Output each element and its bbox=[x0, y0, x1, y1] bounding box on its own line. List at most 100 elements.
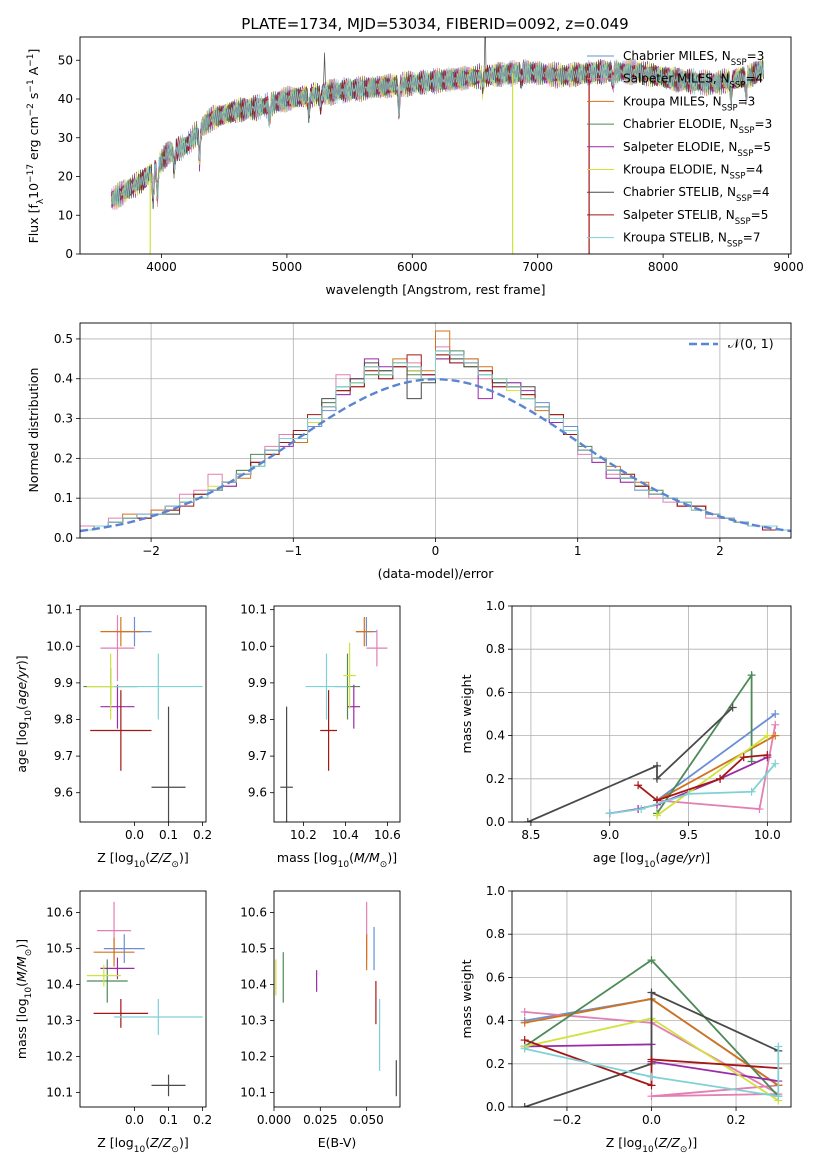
x-tick-label: 9.5 bbox=[679, 828, 698, 842]
y-tick-label: 0.2 bbox=[486, 1057, 505, 1071]
x-tick-label: −0.2 bbox=[552, 1113, 581, 1127]
y-tick-label: 0.1 bbox=[54, 491, 73, 505]
data-marker bbox=[653, 761, 662, 770]
legend-label: Kroupa ELODIE, NSSP=4 bbox=[623, 163, 763, 182]
y-axis-label: age [log10(age/yr)] bbox=[14, 655, 34, 772]
data-marker bbox=[755, 805, 764, 814]
data-marker bbox=[647, 1072, 656, 1081]
y-axis-label: mass [log10(M/M⊙)] bbox=[14, 939, 34, 1059]
x-tick-label: 10.2 bbox=[290, 828, 317, 842]
x-tick-label: 8000 bbox=[648, 260, 679, 274]
axes-frame bbox=[79, 36, 792, 255]
axes-mass_vs_ebv: 0.000 0.025 0.050 10.1 10.2 10.3 10.4 10.5 10.6 E… bbox=[240, 890, 401, 1150]
x-tick-label: 0.1 bbox=[159, 1113, 178, 1127]
y-tick-label: 10.1 bbox=[240, 1086, 267, 1100]
axes-frame bbox=[511, 890, 792, 1108]
x-tick-label: 0.025 bbox=[303, 1113, 337, 1127]
x-tick-label: 1 bbox=[574, 544, 582, 558]
data-marker bbox=[684, 789, 693, 798]
x-tick-label: 0.2 bbox=[193, 1113, 212, 1127]
axes-age_vs_mass: 10.2 10.4 10.6 9.6 9.7 9.8 9.9 10.0 10.1 mass [lo… bbox=[240, 603, 400, 870]
y-tick-label: 10.3 bbox=[46, 1014, 73, 1028]
y-tick-label: 0.0 bbox=[486, 815, 505, 829]
y-tick-label: 0.8 bbox=[486, 927, 505, 941]
x-axis-label: mass [log10(M/M⊙)] bbox=[277, 850, 397, 870]
x-axis-label: (data-model)/error bbox=[378, 566, 495, 581]
y-tick-label: 10.0 bbox=[240, 639, 267, 653]
x-tick-label: −1 bbox=[284, 544, 302, 558]
data-marker bbox=[647, 1055, 656, 1064]
axes-weight_vs_Z: −0.2 0.0 0.2 0.0 0.2 0.4 0.6 0.8 1.0 Z [log10(Z/Z… bbox=[459, 884, 792, 1155]
y-tick-label: 10.0 bbox=[46, 639, 73, 653]
x-tick-label: 10.4 bbox=[332, 828, 359, 842]
data-marker bbox=[771, 720, 780, 729]
x-axis-label: Z [log10(Z/Z⊙)] bbox=[606, 1135, 697, 1155]
y-tick-label: 0.5 bbox=[54, 332, 73, 346]
weight-line-c-stelib bbox=[524, 991, 779, 1107]
y-tick-label: 0.4 bbox=[486, 1014, 505, 1028]
y-axis-label: Flux [fλ10−17 erg cm−2 s−1 A−1] bbox=[26, 49, 46, 244]
data-marker bbox=[653, 774, 662, 783]
gaussian-curve bbox=[80, 377, 791, 533]
errorbars bbox=[275, 901, 397, 1097]
y-tick-label: 10.5 bbox=[46, 942, 73, 956]
y-tick-label: 0.6 bbox=[486, 970, 505, 984]
x-axis-label: wavelength [Angstrom, rest frame] bbox=[325, 282, 545, 297]
errorbars bbox=[86, 901, 203, 1097]
data-marker bbox=[523, 818, 532, 822]
y-tick-label: 10.1 bbox=[46, 1086, 73, 1100]
x-axis-label: E(B-V) bbox=[318, 1135, 357, 1150]
plot-layer: 4000 5000 6000 7000 8000 900001020304050wavel… bbox=[14, 36, 804, 1155]
legend-label: Chabrier ELODIE, NSSP=3 bbox=[623, 117, 772, 136]
y-tick-label: 0.8 bbox=[486, 642, 505, 656]
data-marker bbox=[774, 1092, 783, 1101]
legend: Chabrier MILES, NSSP=3 Salpeter MILES, NS… bbox=[587, 49, 772, 250]
data-marker bbox=[520, 1103, 529, 1107]
x-tick-label: 6000 bbox=[397, 260, 428, 274]
data-marker bbox=[520, 1044, 529, 1053]
axes-frame bbox=[273, 890, 401, 1108]
data-marker bbox=[520, 1036, 529, 1045]
weight-line-c-stelib bbox=[527, 706, 734, 822]
y-tick-label: 10.6 bbox=[240, 906, 267, 920]
x-tick-label: 10.6 bbox=[374, 828, 401, 842]
data-marker bbox=[728, 703, 737, 712]
y-tick-label: 9.7 bbox=[248, 749, 267, 763]
data-marker bbox=[637, 805, 646, 814]
x-tick-label: 0.0 bbox=[642, 1113, 661, 1127]
y-tick-label: 0.3 bbox=[54, 412, 73, 426]
y-tick-label: 10.4 bbox=[240, 978, 267, 992]
spectrum-line-k-stelib bbox=[110, 59, 764, 207]
figure-title: PLATE=1734, MJD=53034, FIBERID=0092, z=0… bbox=[241, 15, 628, 33]
spectrum-lines bbox=[110, 37, 764, 254]
legend-label: 𝒩(0, 1) bbox=[728, 336, 774, 351]
y-tick-label: 9.7 bbox=[54, 749, 73, 763]
y-tick-label: 1.0 bbox=[486, 884, 505, 898]
y-tick-label: 50 bbox=[58, 53, 73, 67]
axes-frame bbox=[79, 605, 207, 823]
y-tick-label: 10 bbox=[58, 208, 73, 222]
data-marker bbox=[647, 1081, 656, 1090]
data-marker bbox=[605, 809, 614, 818]
y-tick-label: 10.2 bbox=[46, 1050, 73, 1064]
x-tick-label: 0.000 bbox=[257, 1113, 291, 1127]
x-tick-label: 9000 bbox=[773, 260, 804, 274]
y-tick-label: 9.8 bbox=[54, 712, 73, 726]
data-marker bbox=[647, 956, 656, 965]
data-marker bbox=[771, 710, 780, 718]
x-tick-label: 8.5 bbox=[521, 828, 540, 842]
x-tick-label: 10.0 bbox=[754, 828, 781, 842]
weight-line-k-elodie bbox=[656, 734, 768, 817]
y-axis-label: mass weight bbox=[459, 674, 474, 753]
x-axis-label: Z [log10(Z/Z⊙)] bbox=[97, 1135, 188, 1155]
data-marker bbox=[716, 774, 725, 783]
y-tick-label: 0.4 bbox=[54, 372, 73, 386]
x-tick-label: 0.050 bbox=[349, 1113, 383, 1127]
legend-label: Kroupa MILES, NSSP=3 bbox=[623, 94, 755, 113]
y-tick-label: 0 bbox=[65, 247, 73, 261]
x-tick-label: 0.0 bbox=[125, 1113, 144, 1127]
x-tick-label: 7000 bbox=[522, 260, 553, 274]
x-tick-label: 0.0 bbox=[125, 828, 144, 842]
y-tick-label: 0.0 bbox=[54, 531, 73, 545]
